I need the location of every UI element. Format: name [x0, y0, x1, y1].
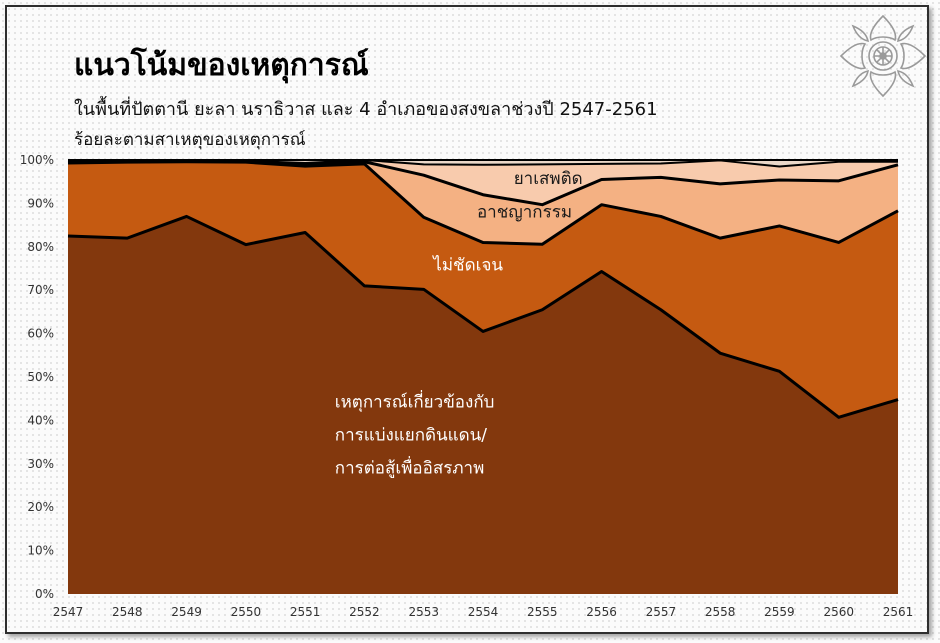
series-label-3: อาชญากรรม: [477, 202, 572, 222]
series-label-1: การต่อสู้เพื่ออิสรภาพ: [335, 455, 485, 478]
x-tick-label: 2559: [764, 605, 795, 619]
x-tick-label: 2561: [883, 605, 914, 619]
y-tick-label: 30%: [27, 457, 54, 471]
x-tick-label: 2556: [586, 605, 617, 619]
x-tick-label: 2552: [349, 605, 380, 619]
x-tick-label: 2548: [112, 605, 143, 619]
series-label-4: ยาเสพติด: [514, 169, 583, 189]
x-tick-label: 2553: [408, 605, 439, 619]
x-tick-label: 2558: [705, 605, 736, 619]
x-tick-label: 2550: [231, 605, 262, 619]
series-label-1: การแบ่งแยกดินแดน/: [335, 425, 488, 445]
y-tick-label: 100%: [20, 153, 54, 167]
y-tick-label: 90%: [27, 196, 54, 210]
y-tick-label: 20%: [27, 500, 54, 514]
chart-areas: [68, 160, 898, 595]
chart-axes: 0% 10% 20% 30% 40% 50% 60% 70% 80% 90% 100% 2547 254…: [20, 153, 914, 619]
series-label-2: ไม่ชัดเจน: [431, 255, 503, 276]
chart-frame: [5, 5, 929, 634]
y-tick-label: 50%: [27, 370, 54, 384]
x-tick-label: 2549: [171, 605, 202, 619]
chart-area-labels: เหตุการณ์เกี่ยวข้องกับการแบ่งแยกดินแดน/ก…: [335, 169, 583, 478]
x-tick-label: 2560: [823, 605, 854, 619]
area-series-1: [68, 216, 898, 595]
x-tick-label: 2555: [527, 605, 558, 619]
thai-emblem-icon: [839, 14, 927, 98]
chart-lines: [67, 159, 899, 419]
x-tick-label: 2557: [646, 605, 677, 619]
x-tick-label: 2547: [53, 605, 84, 619]
x-tick-label: 2554: [468, 605, 499, 619]
y-tick-label: 0%: [35, 587, 54, 601]
y-tick-label: 70%: [27, 283, 54, 297]
y-tick-label: 40%: [27, 413, 54, 427]
chart-subtitle: ในพื้นที่ปัตตานี ยะลา นราธิวาส และ 4 อำเ…: [74, 99, 658, 120]
chart-title: แนวโน้มของเหตุการณ์: [74, 48, 369, 83]
series-label-1: เหตุการณ์เกี่ยวข้องกับ: [335, 389, 495, 412]
y-tick-label: 80%: [27, 240, 54, 254]
x-tick-label: 2551: [290, 605, 321, 619]
unit-label: ร้อยละตามสาเหตุของเหตุการณ์: [74, 130, 306, 150]
y-tick-label: 60%: [27, 327, 54, 341]
y-tick-label: 10%: [27, 544, 54, 558]
series-line-1: [67, 214, 899, 419]
